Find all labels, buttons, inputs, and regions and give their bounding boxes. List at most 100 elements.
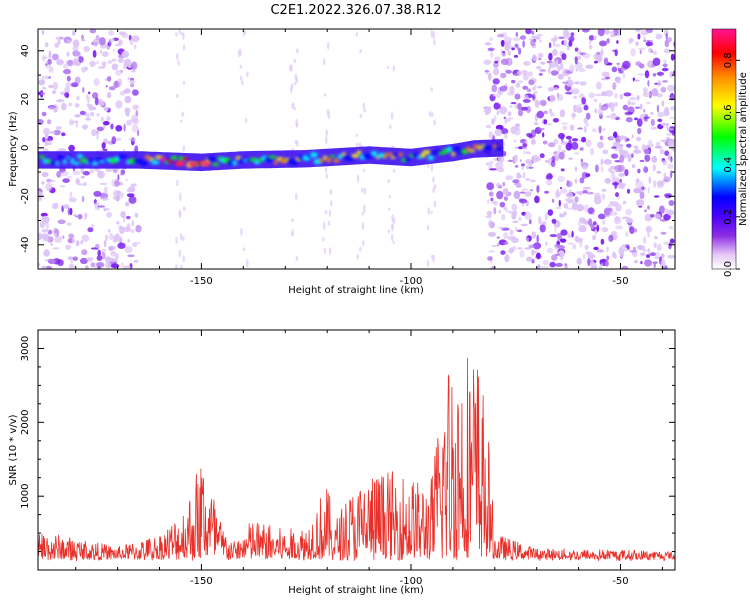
noise-speckle [607, 168, 613, 173]
ridge-hotspot [427, 155, 435, 161]
noise-speckle [662, 80, 668, 83]
noise-speckle [625, 209, 632, 216]
noise-speckle [660, 122, 667, 126]
noise-speckle [121, 32, 129, 39]
noise-speckle [523, 150, 526, 155]
noise-speckle [42, 86, 46, 90]
noise-speckle [635, 41, 639, 46]
noise-speckle [529, 179, 536, 183]
noise-speckle [389, 124, 392, 130]
noise-speckle [487, 199, 490, 204]
noise-speckle [637, 33, 641, 40]
noise-speckle [573, 95, 577, 99]
noise-speckle [386, 66, 390, 70]
noise-speckle [593, 98, 598, 103]
noise-speckle [574, 235, 579, 243]
ridge-hotspot [99, 160, 106, 163]
noise-speckle [599, 265, 603, 269]
noise-speckle [525, 178, 530, 181]
noise-speckle [182, 255, 185, 263]
noise-speckle [562, 125, 568, 131]
noise-speckle [584, 125, 587, 134]
noise-speckle [552, 87, 559, 91]
noise-speckle [182, 80, 186, 85]
noise-speckle [635, 180, 644, 189]
noise-speckle [119, 90, 126, 96]
noise-speckle [179, 233, 183, 241]
noise-speckle [121, 50, 129, 58]
noise-speckle [653, 236, 658, 240]
noise-speckle [585, 192, 594, 195]
ridge-hotspot [326, 157, 332, 163]
noise-speckle [130, 61, 138, 70]
noise-speckle [547, 87, 555, 92]
noise-speckle [650, 126, 658, 130]
noise-speckle [625, 244, 630, 249]
noise-speckle [122, 265, 131, 269]
colorbar: 0.0 0.2 0.4 0.6 0.8 Normalized spectral ampl… [711, 28, 749, 277]
ridge-hotspot [453, 146, 462, 152]
noise-speckle [126, 188, 132, 193]
noise-speckle [48, 106, 56, 111]
noise-speckle [290, 63, 293, 73]
noise-speckle [596, 51, 601, 56]
noise-speckle [96, 60, 99, 65]
noise-speckle [500, 128, 509, 135]
noise-speckle [514, 165, 519, 168]
noise-speckle [596, 224, 600, 232]
noise-speckle [642, 236, 647, 244]
noise-speckle [668, 200, 675, 206]
noise-speckle [559, 213, 563, 218]
noise-speckle [624, 231, 629, 238]
noise-speckle [600, 238, 605, 245]
noise-speckle [326, 109, 330, 115]
noise-speckle [525, 151, 531, 154]
ridge-hotspot [330, 154, 335, 158]
noise-speckle [361, 211, 364, 216]
noise-speckle [568, 189, 573, 193]
noise-speckle [38, 142, 41, 146]
noise-speckle [48, 64, 52, 73]
noise-speckle [588, 35, 595, 41]
noise-speckle [551, 198, 555, 203]
noise-speckle [178, 209, 182, 217]
noise-speckle [293, 81, 297, 86]
noise-speckle [515, 32, 518, 37]
noise-speckle [539, 153, 545, 159]
spectrogram-noise-layer [38, 29, 675, 269]
noise-speckle [101, 61, 107, 67]
noise-speckle [56, 59, 64, 66]
noise-speckle [430, 211, 433, 214]
noise-speckle [110, 38, 116, 43]
ridge-hotspot [469, 149, 476, 153]
noise-speckle [432, 176, 435, 183]
colorbar-label: Normalized spectral amplitude [738, 72, 749, 226]
noise-speckle [618, 135, 627, 140]
noise-speckle [614, 164, 622, 173]
noise-speckle [560, 229, 568, 236]
noise-speckle [41, 233, 50, 240]
noise-speckle [566, 207, 573, 210]
ridge-hotspot [39, 155, 46, 159]
noise-speckle [103, 207, 107, 212]
ridge-hotspot [119, 154, 124, 160]
noise-speckle [244, 118, 248, 123]
noise-speckle [644, 70, 650, 79]
noise-speckle [497, 226, 505, 230]
noise-speckle [615, 216, 620, 223]
noise-speckle [629, 250, 637, 253]
noise-speckle [629, 38, 634, 43]
ridge-hotspot [46, 160, 53, 163]
noise-speckle [500, 58, 509, 65]
noise-speckle [499, 85, 508, 92]
ridge-hotspot [492, 144, 497, 149]
noise-speckle [101, 142, 106, 150]
noise-speckle [66, 51, 70, 57]
noise-speckle [512, 245, 517, 251]
noise-speckle [601, 193, 606, 200]
noise-speckle [82, 170, 90, 176]
colorbar-tick-label: 0.0 [723, 261, 734, 277]
noise-speckle [615, 192, 619, 198]
noise-speckle [622, 248, 628, 252]
noise-speckle [616, 62, 620, 65]
